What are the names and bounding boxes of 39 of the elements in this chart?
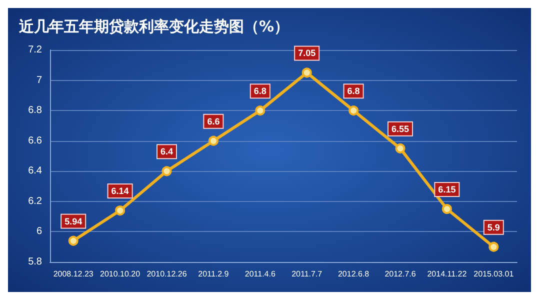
data-label: 6.15 [438, 184, 456, 194]
x-tick-label: 2008.12.23 [53, 270, 94, 278]
y-tick-label: 7.2 [28, 44, 42, 56]
x-tick-label: 2011.4.6 [244, 270, 276, 278]
data-label: 7.05 [298, 48, 316, 58]
x-tick-label: 2012.7.6 [384, 270, 416, 278]
y-tick-label: 7 [36, 74, 42, 86]
y-tick-label: 6.4 [28, 166, 42, 177]
x-tick-label: 2012.6.8 [338, 270, 370, 278]
point [162, 166, 172, 176]
point [115, 206, 126, 216]
x-tick-label: 2014.11.22 [427, 270, 468, 278]
point [68, 236, 78, 246]
y-tick-label: 5.8 [28, 256, 42, 268]
y-tick-label: 6.6 [28, 135, 42, 146]
data-label: 6.6 [207, 116, 220, 126]
data-label: 6.4 [160, 146, 174, 157]
point [395, 143, 406, 154]
point [255, 106, 266, 116]
x-tick-label: 2011.2.9 [198, 270, 230, 278]
data-label: 6.8 [254, 86, 266, 96]
data-label: 5.94 [64, 216, 82, 226]
point [488, 242, 499, 252]
point [442, 204, 452, 214]
data-label: 6.14 [111, 186, 129, 196]
chart-title: 近几年五年期贷款利率变化走势图（%） [18, 18, 290, 36]
x-tick-label: 2015.03.01 [474, 270, 514, 278]
y-tick-label: 6 [36, 226, 42, 238]
point [302, 68, 312, 78]
x-tick-label: 2010.10.20 [100, 270, 141, 278]
point [208, 136, 218, 146]
data-label: 6.8 [347, 86, 360, 96]
y-tick-label: 6.2 [28, 196, 42, 207]
x-tick-label: 2010.12.26 [146, 270, 188, 278]
data-label: 5.9 [487, 222, 500, 232]
data-label: 6.55 [391, 124, 410, 134]
x-tick-label: 2011.7.7 [292, 270, 323, 278]
y-tick-label: 6.8 [28, 105, 42, 116]
point [348, 106, 359, 116]
